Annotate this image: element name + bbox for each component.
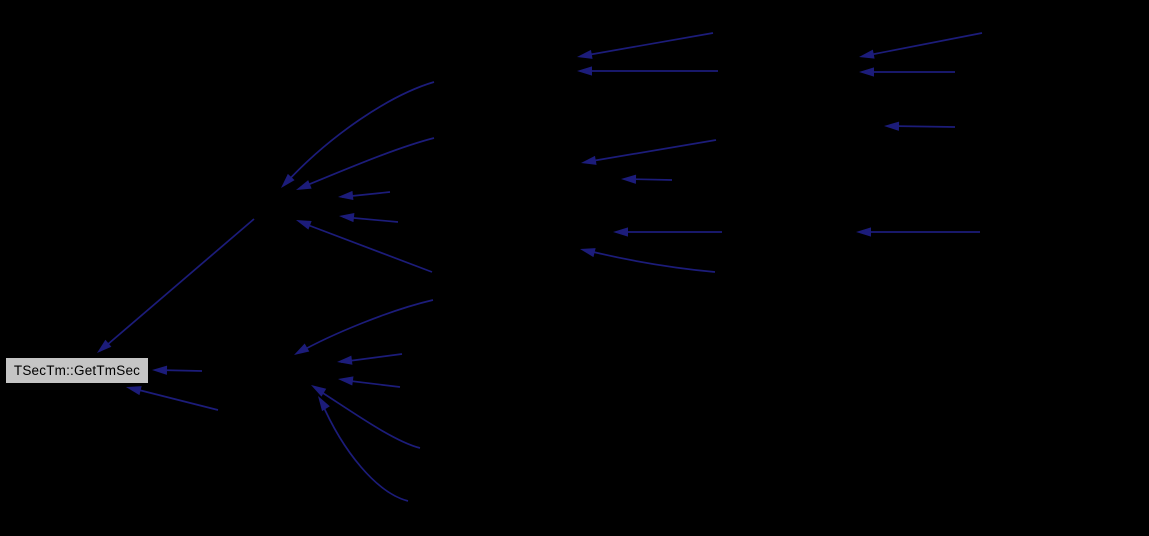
- edge-into-nodeA-1-arrowhead-icon: [281, 173, 295, 188]
- edge-into-nodeA-3-arrowhead-icon: [338, 190, 354, 201]
- edge-into-nodeB-4: [314, 387, 421, 449]
- edge-into-nodeB-2-arrowhead-icon: [337, 355, 353, 365]
- edge-into-rank3-5-arrowhead-icon: [613, 227, 628, 237]
- edge-nodeA-to-root-arrowhead-icon: [97, 339, 112, 353]
- edge-into-nodeB-3-arrowhead-icon: [338, 376, 354, 386]
- edge-into-rank4-3-arrowhead-icon: [884, 121, 900, 131]
- edge-into-rank4-4-arrowhead-icon: [856, 227, 871, 237]
- edge-into-nodeA-2: [299, 137, 435, 189]
- edge-into-rank3-6: [584, 249, 716, 273]
- edge-into-rank3-3-arrowhead-icon: [581, 155, 597, 165]
- edge-into-nodeA-5: [299, 221, 433, 273]
- edge-into-rank4-2-arrowhead-icon: [859, 67, 874, 77]
- graph-edges-layer: [97, 32, 983, 502]
- edge-into-rank4-3: [888, 125, 956, 128]
- edge-into-nodeB-1: [297, 299, 434, 354]
- edge-into-rank4-1: [863, 32, 983, 57]
- edge-into-nodeB-1-arrowhead-icon: [294, 343, 310, 355]
- edge-into-nodeB-4-arrowhead-icon: [311, 385, 327, 397]
- graph-node-root-label: TSecTm::GetTmSec: [13, 363, 141, 378]
- graph-node-root[interactable]: TSecTm::GetTmSec: [5, 357, 149, 384]
- edge-into-rank3-1-arrowhead-icon: [577, 49, 593, 59]
- edge-nodeC-to-root: [130, 387, 219, 411]
- edge-into-nodeA-1: [283, 81, 435, 186]
- edge-into-rank3-1: [581, 32, 714, 57]
- edge-nodeC-to-root-arrowhead-icon: [126, 386, 142, 396]
- edge-into-rank3-6-arrowhead-icon: [580, 248, 596, 258]
- edge-nodeB-to-root-arrowhead-icon: [152, 365, 168, 375]
- edge-into-nodeA-2-arrowhead-icon: [296, 180, 312, 190]
- edge-nodeA-to-root: [99, 218, 255, 352]
- edge-into-nodeB-5: [320, 400, 409, 502]
- edge-into-nodeA-5-arrowhead-icon: [296, 220, 312, 230]
- edge-into-rank3-4-arrowhead-icon: [621, 174, 637, 184]
- edge-into-nodeB-5-arrowhead-icon: [318, 396, 330, 412]
- edge-into-nodeA-4-arrowhead-icon: [339, 212, 355, 223]
- edge-into-rank3-3: [585, 139, 717, 163]
- edge-into-rank4-1-arrowhead-icon: [859, 49, 875, 59]
- edge-into-rank3-2-arrowhead-icon: [577, 66, 592, 76]
